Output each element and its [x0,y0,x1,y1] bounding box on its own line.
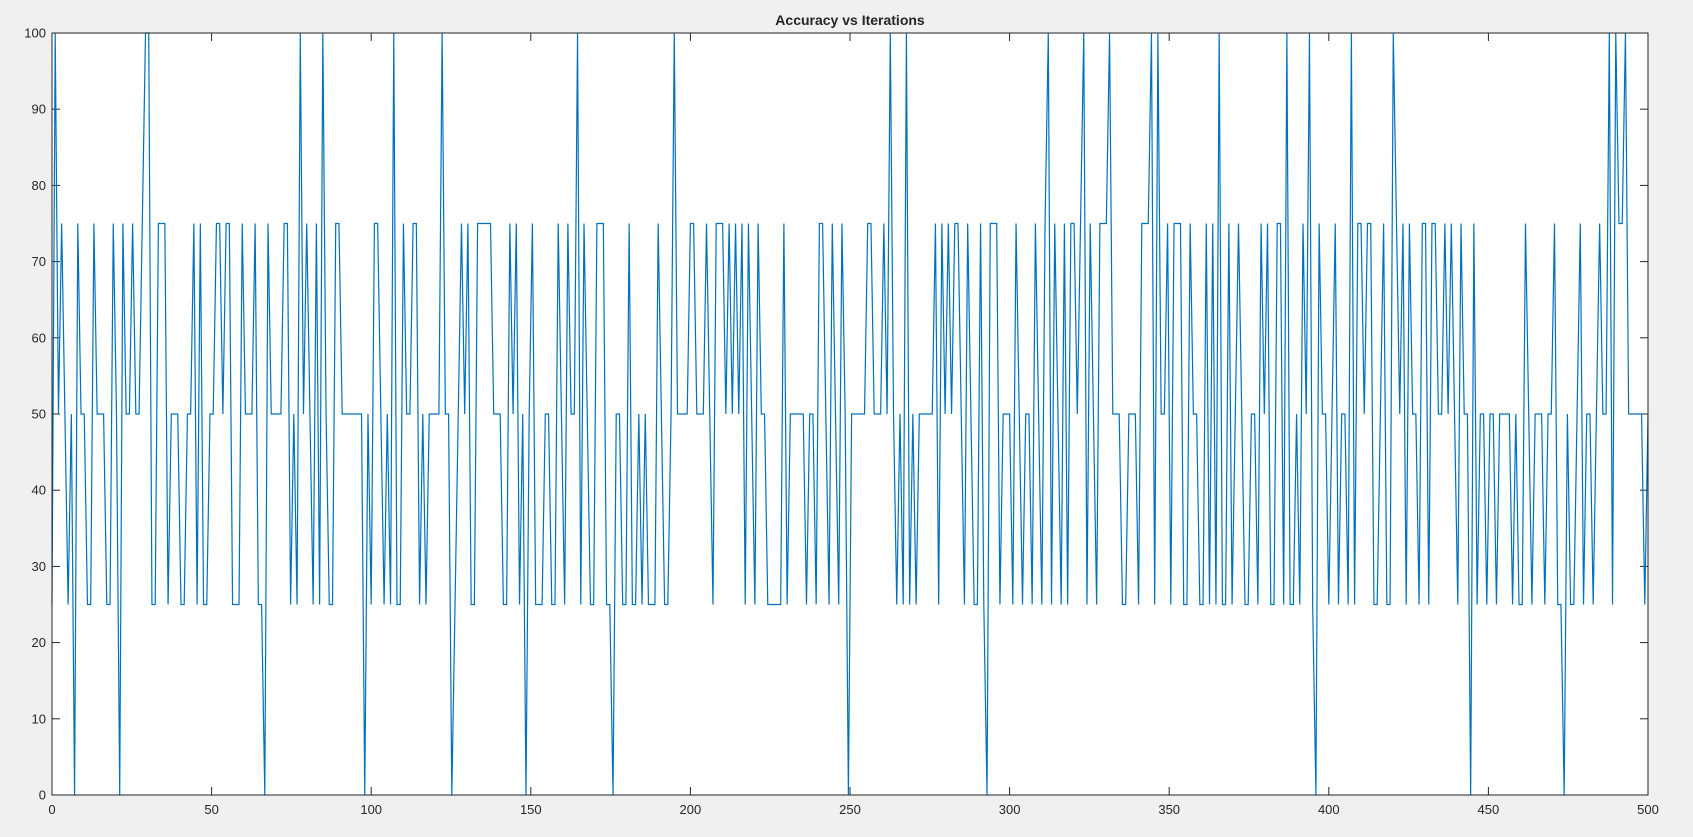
y-tick-label: 50 [32,407,46,422]
x-tick-label: 200 [680,802,702,817]
y-tick-label: 80 [32,178,46,193]
x-tick-label: 400 [1318,802,1340,817]
x-tick-label: 100 [360,802,382,817]
axes-frame [51,32,1649,796]
x-tick-label: 0 [48,802,55,817]
axis-ticks: 0 50 100 150 200 250 300 350 400 450 500 0 10 20 30 40 5… [24,26,1659,818]
plot-area [52,33,1648,795]
series-layer [51,32,1649,796]
x-tick-label: 300 [999,802,1021,817]
y-tick-label: 60 [32,330,46,345]
y-tick-label: 10 [32,711,46,726]
x-tick-label: 450 [1478,802,1500,817]
y-tick-label: 40 [32,483,46,498]
y-tick-label: 90 [32,102,46,117]
x-tick-label: 150 [520,802,542,817]
x-tick-label: 50 [204,802,218,817]
y-tick-label: 70 [32,254,46,269]
y-tick-label: 20 [32,635,46,650]
y-tick-label: 30 [32,559,46,574]
chart-title: Accuracy vs Iterations [775,12,925,28]
x-tick-label: 250 [839,802,861,817]
y-tick-label: 0 [39,788,46,803]
y-tick-label: 100 [24,26,46,41]
series-line-1 [51,32,1649,796]
x-tick-label: 500 [1637,802,1659,817]
x-tick-label: 350 [1158,802,1180,817]
